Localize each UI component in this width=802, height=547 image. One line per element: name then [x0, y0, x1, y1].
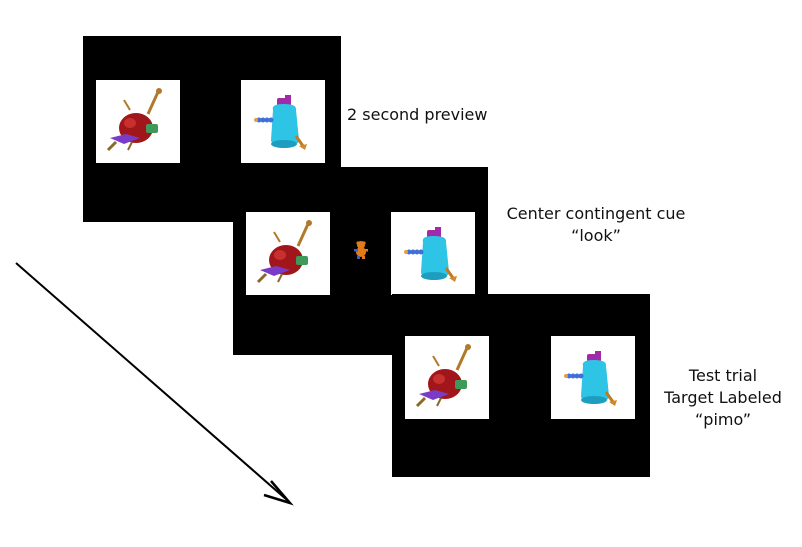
red-snail-object-icon	[106, 88, 162, 152]
preview-caption: 2 second preview	[347, 104, 487, 126]
right-object-card	[391, 212, 475, 295]
left-object-card	[246, 212, 330, 295]
left-object-card	[96, 80, 180, 163]
blue-jug-object-icon	[254, 95, 307, 150]
red-snail-object-icon	[256, 220, 312, 284]
caption-line: Target Labeled	[664, 388, 782, 407]
center-cue-caption: Center contingent cue “look”	[496, 203, 696, 247]
time-arrow-head	[263, 480, 294, 506]
right-object-card	[551, 336, 635, 419]
right-object-card	[241, 80, 325, 163]
test-trial-screen	[392, 294, 650, 477]
caption-line: Test trial	[688, 366, 758, 385]
blue-jug-object-icon	[404, 227, 457, 282]
red-snail-object-icon	[415, 344, 471, 408]
caption-line: “pimo”	[695, 410, 751, 429]
center-cue-toy-icon	[354, 241, 368, 259]
caption-line: “look”	[571, 226, 621, 245]
caption-line: 2 second preview	[347, 105, 488, 124]
caption-line: Center contingent cue	[506, 204, 686, 223]
blue-jug-object-icon	[564, 351, 617, 406]
test-trial-caption: Test trial Target Labeled “pimo”	[650, 365, 796, 431]
preview-screen	[83, 36, 341, 222]
left-object-card	[405, 336, 489, 419]
